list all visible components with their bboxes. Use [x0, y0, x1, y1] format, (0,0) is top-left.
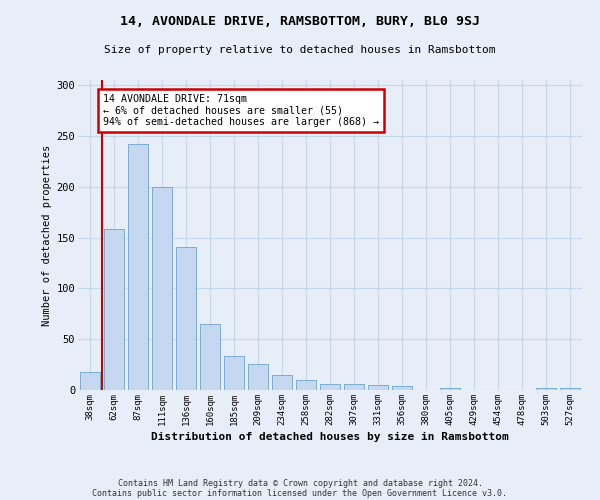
- Bar: [440, 388, 460, 390]
- Text: 14 AVONDALE DRIVE: 71sqm
← 6% of detached houses are smaller (55)
94% of semi-de: 14 AVONDALE DRIVE: 71sqm ← 6% of detache…: [103, 94, 379, 128]
- Bar: [80, 372, 100, 390]
- Bar: [248, 364, 268, 390]
- Bar: [344, 384, 364, 390]
- Bar: [368, 385, 388, 390]
- Text: Contains public sector information licensed under the Open Government Licence v3: Contains public sector information licen…: [92, 488, 508, 498]
- Text: 14, AVONDALE DRIVE, RAMSBOTTOM, BURY, BL0 9SJ: 14, AVONDALE DRIVE, RAMSBOTTOM, BURY, BL…: [120, 15, 480, 28]
- Bar: [560, 388, 580, 390]
- Bar: [536, 388, 556, 390]
- Bar: [128, 144, 148, 390]
- Bar: [176, 246, 196, 390]
- Bar: [320, 384, 340, 390]
- Y-axis label: Number of detached properties: Number of detached properties: [43, 144, 52, 326]
- Text: Contains HM Land Registry data © Crown copyright and database right 2024.: Contains HM Land Registry data © Crown c…: [118, 478, 482, 488]
- Bar: [152, 186, 172, 390]
- Bar: [200, 324, 220, 390]
- Bar: [392, 386, 412, 390]
- Bar: [104, 230, 124, 390]
- Bar: [296, 380, 316, 390]
- Bar: [224, 356, 244, 390]
- X-axis label: Distribution of detached houses by size in Ramsbottom: Distribution of detached houses by size …: [151, 432, 509, 442]
- Text: Size of property relative to detached houses in Ramsbottom: Size of property relative to detached ho…: [104, 45, 496, 55]
- Bar: [272, 375, 292, 390]
